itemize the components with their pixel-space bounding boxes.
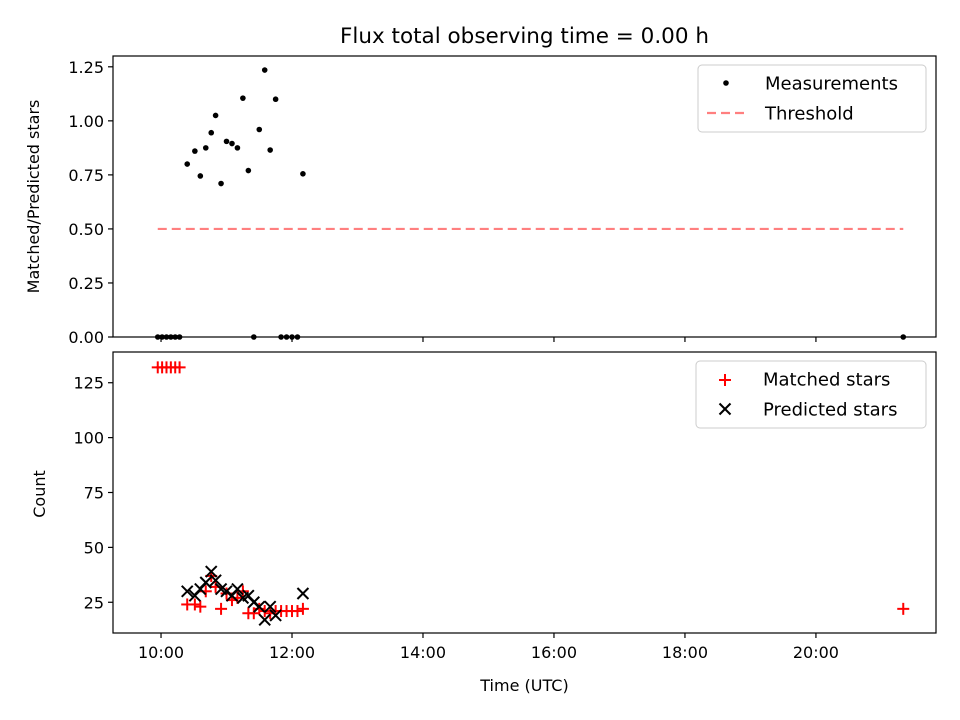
bottom-legend: Matched stars Predicted stars — [695, 360, 927, 429]
series-predicted-stars — [181, 565, 310, 627]
legend-predicted-label: Predicted stars — [763, 400, 897, 421]
measurement-point — [234, 145, 241, 151]
y-tick-label: 25 — [84, 593, 104, 612]
y-tick-label: 0.75 — [68, 166, 104, 185]
x-axis-label: Time (UTC) — [479, 676, 568, 695]
matched-stars-point — [253, 602, 266, 615]
bottom-legend-box — [695, 360, 927, 429]
matched-stars-point — [194, 600, 207, 613]
measurement-point — [212, 112, 219, 119]
measurement-point — [192, 148, 198, 154]
y-tick-label: 1.00 — [68, 112, 104, 131]
y-tick-label: 100 — [73, 429, 104, 448]
measurement-point — [261, 67, 268, 73]
y-tick-label: 75 — [84, 484, 104, 503]
series-measurements — [154, 67, 907, 340]
bottom-y-axis-label: Count — [30, 470, 49, 518]
legend-predicted-marker — [718, 402, 732, 416]
predicted-stars-point — [296, 587, 310, 600]
measurement-point — [229, 140, 235, 147]
top-subplot: 0.00 0.25 0.50 0.75 1.00 1.25 Matched/Predict… — [24, 55, 937, 347]
measurement-point — [300, 171, 306, 177]
x-tick-label: 16:00 — [531, 643, 577, 662]
bottom-y-axis: 25 50 75 100 125 — [73, 374, 113, 612]
y-tick-label: 125 — [73, 374, 104, 393]
x-tick-label: 10:00 — [138, 643, 184, 662]
top-axes-frame — [112, 55, 937, 338]
legend-matched-marker — [719, 374, 731, 386]
x-tick-label: 18:00 — [662, 643, 708, 662]
top-x-axis — [160, 337, 817, 342]
y-tick-label: 0.50 — [68, 220, 104, 239]
matched-stars-point — [296, 602, 309, 615]
top-y-axis: 0.00 0.25 0.50 0.75 1.00 1.25 — [68, 58, 113, 347]
legend-threshold-label: Threshold — [764, 104, 854, 125]
measurement-point — [245, 167, 252, 174]
measurement-point — [208, 129, 215, 136]
top-y-axis-label: Matched/Predicted stars — [24, 100, 43, 294]
matched-stars-point — [291, 605, 304, 618]
predicted-stars-point — [209, 574, 222, 587]
predicted-stars-point — [263, 600, 277, 613]
legend-measurements-marker — [723, 80, 729, 86]
x-tick-label: 12:00 — [269, 643, 315, 662]
bottom-x-axis: 10:00 12:00 14:00 16:00 18:00 20:00 — [138, 633, 839, 662]
matched-stars-point — [188, 598, 201, 611]
legend-measurements-label: Measurements — [765, 74, 898, 95]
predicted-stars-point — [231, 582, 244, 596]
y-tick-label: 1.25 — [68, 58, 104, 77]
predicted-stars-point — [199, 576, 212, 589]
measurement-point — [240, 95, 246, 101]
matched-stars-point — [173, 361, 186, 374]
measurement-point — [202, 145, 209, 151]
x-tick-label: 20:00 — [793, 643, 839, 662]
matched-stars-point — [215, 602, 228, 615]
y-tick-label: 0.25 — [68, 274, 104, 293]
bottom-plot-area — [151, 361, 910, 627]
measurement-point — [272, 96, 279, 103]
bottom-subplot: 25 50 75 100 125 10:00 12:00 14:00 16:00 18:00 20… — [30, 351, 937, 695]
legend-matched-label: Matched stars — [763, 370, 890, 391]
measurement-point — [218, 180, 224, 187]
measurement-point — [223, 138, 230, 145]
measurement-point — [256, 126, 263, 133]
measurement-point — [184, 161, 191, 167]
predicted-stars-point — [258, 613, 271, 627]
matched-stars-point — [897, 602, 910, 615]
y-tick-label: 0.00 — [68, 328, 104, 347]
chart-title: Flux total observing time = 0.00 h — [340, 24, 709, 49]
predicted-stars-point — [269, 609, 282, 622]
top-plot-area — [154, 67, 907, 340]
y-tick-label: 50 — [84, 538, 104, 557]
predicted-stars-point — [253, 600, 266, 613]
measurement-point — [197, 173, 204, 179]
measurement-point — [267, 147, 273, 153]
predicted-stars-point — [181, 585, 194, 598]
predicted-stars-point — [205, 565, 218, 578]
top-legend-box — [697, 64, 927, 133]
x-tick-label: 14:00 — [400, 643, 446, 662]
top-legend: Measurements Threshold — [697, 64, 927, 133]
